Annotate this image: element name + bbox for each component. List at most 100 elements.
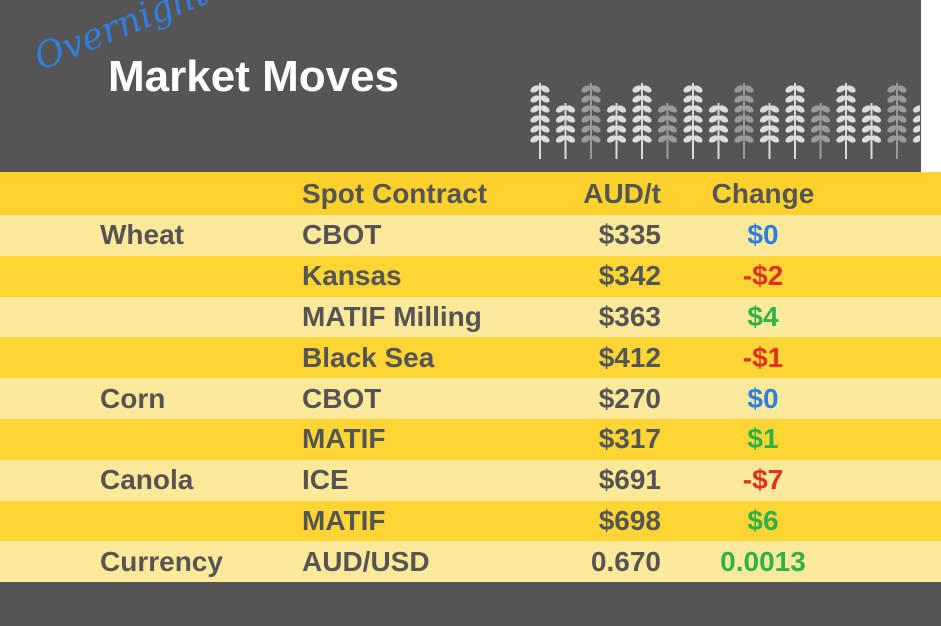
change: -$2 bbox=[742, 260, 784, 292]
stalk-part bbox=[887, 135, 897, 143]
stalk-part bbox=[565, 125, 576, 133]
stalk-part bbox=[632, 135, 642, 143]
stalk-part bbox=[657, 115, 668, 123]
stalk-part bbox=[606, 115, 617, 123]
stalk-part bbox=[820, 135, 831, 143]
stalk-part bbox=[887, 105, 897, 113]
stalk-part bbox=[887, 125, 897, 133]
table-row: Black Sea $412 -$1 bbox=[0, 337, 941, 379]
stalk-part bbox=[897, 135, 907, 143]
table: Spot Contract AUD/t Change Wheat CBOT $335… bbox=[0, 172, 941, 583]
stalk-part bbox=[759, 105, 770, 113]
stalk-part bbox=[897, 115, 907, 123]
stalk-part bbox=[795, 115, 805, 123]
stalk-part bbox=[642, 125, 652, 133]
stalk-part bbox=[530, 95, 540, 103]
stalk-part bbox=[861, 125, 872, 133]
stalk-part bbox=[861, 115, 872, 123]
change: $1 bbox=[747, 423, 779, 455]
contract: AUD/USD bbox=[302, 545, 430, 577]
contract: CBOT bbox=[302, 382, 382, 414]
stalk-part bbox=[887, 95, 897, 103]
stalk-part bbox=[581, 115, 591, 123]
contract: CBOT bbox=[302, 219, 382, 251]
stalk-part bbox=[734, 105, 744, 113]
stalk-part bbox=[708, 135, 719, 143]
contract: Kansas bbox=[302, 260, 402, 292]
price: $317 bbox=[598, 423, 661, 455]
stalk-part bbox=[785, 105, 795, 113]
stalk-part bbox=[683, 125, 693, 133]
stalk-part bbox=[734, 85, 744, 93]
contract: MATIF Milling bbox=[302, 300, 482, 332]
column-header: AUD/t bbox=[583, 177, 661, 209]
stalk-part bbox=[657, 125, 668, 133]
stalk-part bbox=[530, 135, 540, 143]
stalk-part bbox=[769, 125, 780, 133]
stalk-part bbox=[565, 115, 576, 123]
stalk-part bbox=[632, 85, 642, 93]
stalk-part bbox=[718, 125, 729, 133]
stalk-part bbox=[744, 85, 754, 93]
stalk-part bbox=[871, 135, 882, 143]
header: Market Moves Overnight bbox=[0, 0, 921, 172]
stalk-part bbox=[642, 95, 652, 103]
stalk-part bbox=[836, 125, 846, 133]
stalk-part bbox=[540, 105, 550, 113]
commodity: Corn bbox=[100, 382, 166, 414]
change: $0 bbox=[747, 382, 779, 414]
stalk-part bbox=[836, 115, 846, 123]
stalk-part bbox=[744, 125, 754, 133]
stalk-part bbox=[632, 125, 642, 133]
stalk-part bbox=[734, 115, 744, 123]
stalk-part bbox=[683, 135, 693, 143]
stalk-part bbox=[555, 105, 566, 113]
stalk-part bbox=[846, 95, 856, 103]
stalk-part bbox=[683, 105, 693, 113]
stalk-part bbox=[871, 125, 882, 133]
contract: ICE bbox=[302, 464, 349, 496]
stalk-part bbox=[606, 135, 617, 143]
change: $4 bbox=[747, 300, 779, 332]
stalk-part bbox=[693, 85, 703, 93]
stalk-part bbox=[846, 135, 856, 143]
stalk-part bbox=[810, 125, 821, 133]
stalk-part bbox=[632, 95, 642, 103]
price: 0.670 bbox=[590, 545, 661, 577]
stalk-part bbox=[795, 105, 805, 113]
change: -$7 bbox=[742, 464, 784, 496]
table-row: Kansas $342 -$2 bbox=[0, 255, 941, 297]
stalk-part bbox=[718, 105, 729, 113]
stalk-part bbox=[734, 125, 744, 133]
change: -$1 bbox=[742, 341, 784, 373]
change: 0.0013 bbox=[720, 545, 806, 577]
edge bbox=[921, 0, 941, 172]
stalk-part bbox=[530, 115, 540, 123]
table-row: MATIF Milling $363 $4 bbox=[0, 296, 941, 338]
table-row: Canola ICE $691 -$7 bbox=[0, 459, 941, 501]
stalk-part bbox=[734, 95, 744, 103]
stalk-part bbox=[591, 125, 601, 133]
stalk-part bbox=[769, 105, 780, 113]
table-row: Currency AUD/USD 0.670 0.0013 bbox=[0, 541, 941, 583]
stalk-part bbox=[616, 125, 627, 133]
stalk-part bbox=[540, 135, 550, 143]
stalk-part bbox=[820, 125, 831, 133]
stalk-part bbox=[565, 105, 576, 113]
stalk-part bbox=[555, 135, 566, 143]
stalk-part bbox=[871, 115, 882, 123]
stalk-part bbox=[810, 135, 821, 143]
stalk-part bbox=[861, 105, 872, 113]
stalk-part bbox=[606, 105, 617, 113]
stalk-part bbox=[683, 85, 693, 93]
change: $6 bbox=[747, 504, 779, 536]
stalk-part bbox=[581, 135, 591, 143]
stalk-part bbox=[642, 105, 652, 113]
stalk-part bbox=[581, 105, 591, 113]
stalk-part bbox=[912, 125, 920, 133]
stalk-part bbox=[683, 115, 693, 123]
stalk-part bbox=[540, 85, 550, 93]
stalk-part bbox=[530, 85, 540, 93]
stalk-part bbox=[718, 135, 729, 143]
stalk-part bbox=[836, 135, 846, 143]
